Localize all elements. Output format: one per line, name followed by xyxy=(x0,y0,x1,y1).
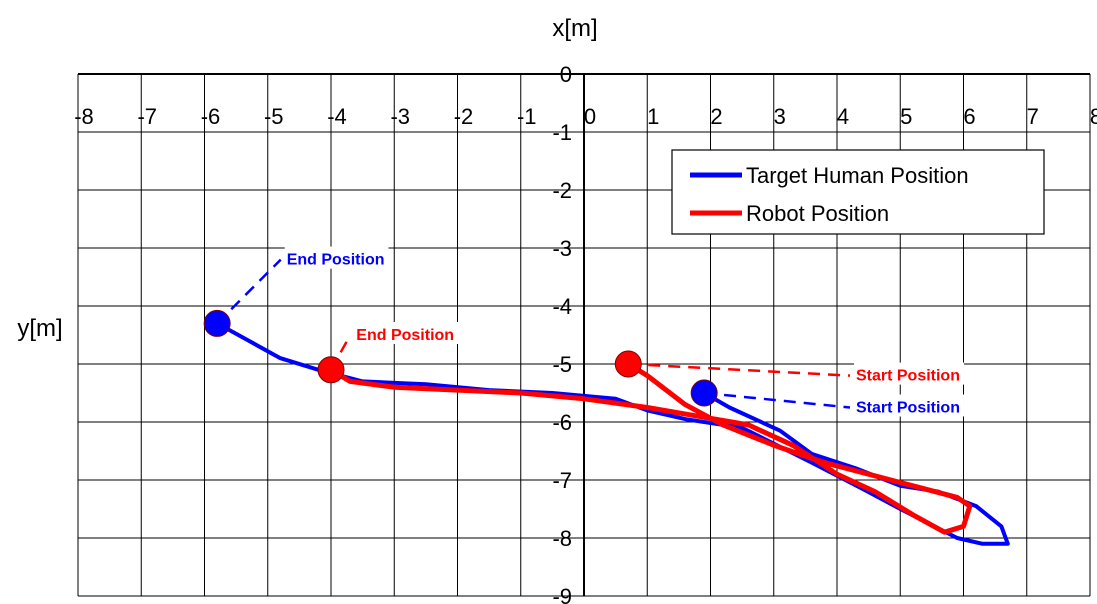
x-tick-label: -8 xyxy=(74,104,94,129)
x-tick-label: 2 xyxy=(710,104,722,129)
target-human-end-label: End Position xyxy=(287,252,385,269)
x-tick-label: 3 xyxy=(774,104,786,129)
robot-end-marker xyxy=(317,356,345,384)
x-tick-label: 5 xyxy=(900,104,912,129)
x-tick-label: -5 xyxy=(264,104,284,129)
x-tick-label: 6 xyxy=(963,104,975,129)
tick-labels: -8 -7 -6 -5 -4 -3 -2 -1 0 1 2 3 4 5 6 7 8 0 -1 -2 -3 -4 -5 -6 -7… xyxy=(74,62,1097,604)
y-tick-label: -8 xyxy=(552,526,572,551)
legend-label-target-human: Target Human Position xyxy=(746,163,969,188)
y-tick-label: -2 xyxy=(552,178,572,203)
robot-end-label: End Position xyxy=(356,327,454,344)
x-tick-label: -2 xyxy=(454,104,474,129)
legend-box xyxy=(671,149,1045,235)
x-tick-label: -7 xyxy=(137,104,157,129)
y-tick-label: -4 xyxy=(552,294,572,319)
x-tick-label: 4 xyxy=(837,104,849,129)
annotation-layer: Start Position End Position Start Position… xyxy=(203,246,964,417)
y-tick-label: -3 xyxy=(552,236,572,261)
target-human-start-marker xyxy=(690,379,718,407)
y-tick-label: -6 xyxy=(552,410,572,435)
robot-start-label: Start Position xyxy=(856,368,960,385)
y-tick-label: -7 xyxy=(552,468,572,493)
target-human-end-marker xyxy=(203,309,231,337)
robot-end-label-background xyxy=(354,322,459,344)
target-human-start-label: Start Position xyxy=(856,400,960,417)
x-tick-label: 7 xyxy=(1027,104,1039,129)
y-tick-label: -5 xyxy=(552,352,572,377)
y-tick-label: -9 xyxy=(552,584,572,604)
axes xyxy=(78,73,1090,596)
target-human-start-leader-line xyxy=(704,391,851,409)
robot-trajectory xyxy=(328,361,973,535)
robot-start-marker xyxy=(614,350,642,378)
target-human-end-leader-line xyxy=(216,258,282,325)
series-layer xyxy=(215,321,1010,546)
robot-start-leader-line xyxy=(628,362,851,377)
target-human-start-label-background xyxy=(853,394,964,417)
target-human-end-label-background xyxy=(284,246,389,269)
y-tick-label: -1 xyxy=(552,120,572,145)
x-tick-label: 1 xyxy=(647,104,659,129)
legend: Target Human Position Robot Position xyxy=(671,149,1045,235)
x-tick-label: 8 xyxy=(1090,104,1097,129)
x-tick-label: -3 xyxy=(390,104,410,129)
x-tick-label: -6 xyxy=(201,104,221,129)
legend-label-robot: Robot Position xyxy=(746,201,889,226)
x-tick-label: -4 xyxy=(327,104,347,129)
y-axis-title: y[m] xyxy=(17,315,62,342)
y-tick-label: 0 xyxy=(560,62,572,87)
x-tick-label: -1 xyxy=(517,104,537,129)
x-tick-label: 0 xyxy=(584,104,596,129)
robot-start-label-background xyxy=(853,362,964,385)
target-human-trajectory xyxy=(215,321,1010,546)
x-axis-title: x[m] xyxy=(552,15,597,42)
